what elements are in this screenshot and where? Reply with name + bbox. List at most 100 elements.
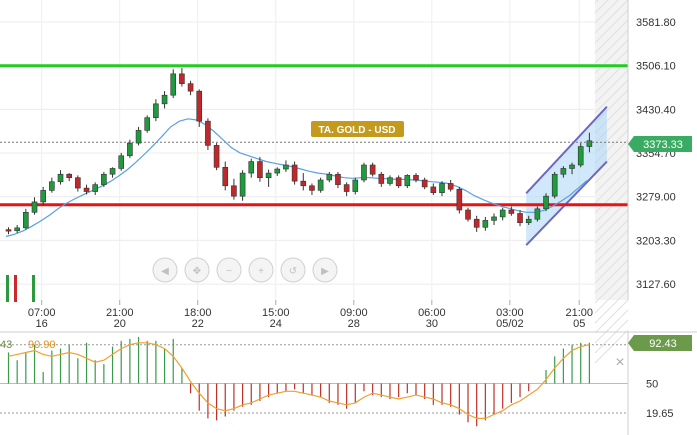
candle bbox=[23, 208, 29, 230]
candle bbox=[300, 173, 307, 191]
candle bbox=[31, 197, 38, 215]
prev-icon-glyph: ◀ bbox=[161, 266, 169, 277]
indicator-badge-bg bbox=[628, 335, 692, 351]
candle bbox=[274, 167, 281, 176]
candle-body bbox=[361, 164, 367, 181]
candle bbox=[543, 193, 549, 212]
candle bbox=[222, 161, 229, 191]
candle-body bbox=[439, 183, 445, 193]
zoom-in-icon[interactable]: + bbox=[248, 257, 274, 283]
indicator-bars bbox=[7, 336, 590, 427]
prev-icon[interactable]: ◀ bbox=[152, 257, 178, 283]
candle bbox=[170, 69, 177, 99]
candle-body bbox=[283, 164, 289, 170]
candle-body bbox=[517, 213, 523, 223]
candle bbox=[387, 175, 393, 186]
last-price-badge-bg bbox=[628, 136, 692, 152]
reset-icon-glyph: ↺ bbox=[289, 266, 297, 277]
candle-body bbox=[196, 90, 203, 122]
candle-body bbox=[265, 172, 272, 178]
candle-body bbox=[248, 161, 255, 174]
candle-body bbox=[49, 181, 55, 191]
hatch-line bbox=[594, 249, 629, 284]
candle bbox=[439, 181, 445, 197]
reset-icon[interactable]: ↺ bbox=[280, 257, 306, 283]
candle-body bbox=[57, 173, 64, 183]
prev-icon-bg bbox=[152, 257, 178, 283]
hatch-line bbox=[594, 0, 609, 14]
candle bbox=[291, 161, 298, 185]
candle-body bbox=[161, 94, 168, 105]
candle-body bbox=[421, 179, 428, 188]
candle-body bbox=[5, 229, 12, 232]
candle-body bbox=[40, 190, 46, 203]
candle bbox=[118, 152, 125, 171]
candle-body bbox=[387, 177, 393, 184]
candle-body bbox=[369, 164, 376, 175]
channel-upper-line[interactable] bbox=[525, 106, 608, 194]
candle-body bbox=[14, 227, 20, 232]
candle bbox=[465, 207, 471, 222]
candle bbox=[5, 227, 12, 235]
reset-icon-bg bbox=[280, 257, 306, 283]
candle-body bbox=[473, 218, 480, 228]
candle bbox=[404, 174, 411, 189]
candle bbox=[14, 225, 20, 234]
zoom-out-icon[interactable]: − bbox=[216, 257, 242, 283]
candle-body bbox=[317, 179, 324, 191]
hatch-line bbox=[594, 0, 629, 34]
pan-left-icon[interactable]: ✥ bbox=[184, 257, 210, 283]
candle-body bbox=[343, 184, 350, 192]
hatch-line bbox=[594, 239, 629, 274]
date-tick-label: 22 bbox=[192, 318, 204, 330]
candle-body bbox=[586, 140, 593, 147]
candle bbox=[161, 91, 168, 109]
candle-body bbox=[430, 186, 437, 193]
candle bbox=[135, 126, 142, 146]
candle bbox=[248, 158, 255, 178]
time-tick-label: 18:00 bbox=[184, 307, 212, 319]
candle-body bbox=[170, 73, 177, 96]
close-icon[interactable]: × bbox=[615, 354, 624, 371]
candle bbox=[499, 207, 506, 221]
candle-body bbox=[291, 164, 298, 182]
candle-body bbox=[413, 175, 419, 181]
date-tick-label: 20 bbox=[114, 318, 126, 330]
candle-body bbox=[569, 164, 575, 169]
candle bbox=[196, 89, 203, 127]
candle-body bbox=[300, 180, 307, 187]
vertical-grid bbox=[41, 0, 580, 300]
candle-body bbox=[499, 209, 506, 218]
price-tick-label: 3279.00 bbox=[636, 192, 676, 204]
zoom-out-icon-glyph: − bbox=[226, 266, 232, 277]
candle bbox=[335, 171, 341, 189]
chart-title: TA. GOLD - USD bbox=[318, 125, 395, 136]
time-tick-label: 07:00 bbox=[28, 307, 56, 319]
candle bbox=[265, 169, 272, 187]
hatch-line bbox=[594, 69, 629, 104]
candle bbox=[153, 99, 159, 122]
time-tick-label: 03:00 bbox=[496, 307, 524, 319]
candle-body bbox=[179, 73, 185, 84]
candle-body bbox=[508, 209, 515, 214]
candle bbox=[352, 177, 359, 195]
candle-body bbox=[335, 173, 341, 185]
indicator-badge-value: 92.43 bbox=[649, 338, 677, 350]
candle-body bbox=[274, 168, 281, 174]
candle bbox=[326, 171, 333, 183]
candles bbox=[5, 68, 593, 235]
hatch-line bbox=[594, 259, 629, 294]
candle-body bbox=[213, 145, 220, 168]
price-axis: 3581.803506.103430.403354.703279.003203.… bbox=[636, 17, 676, 291]
candle-body bbox=[205, 120, 211, 146]
zoom-in-icon-bg bbox=[248, 257, 274, 283]
date-tick-label: 24 bbox=[270, 318, 282, 330]
candle-body bbox=[66, 173, 72, 178]
next-icon[interactable]: ▶ bbox=[312, 257, 338, 283]
time-tick-label: 06:00 bbox=[418, 307, 446, 319]
candle bbox=[231, 178, 237, 200]
indicator-panel: 43 90.90 50 19.65 92.43 × bbox=[0, 331, 697, 435]
hatch-line bbox=[594, 329, 629, 364]
candle-body bbox=[75, 177, 81, 189]
